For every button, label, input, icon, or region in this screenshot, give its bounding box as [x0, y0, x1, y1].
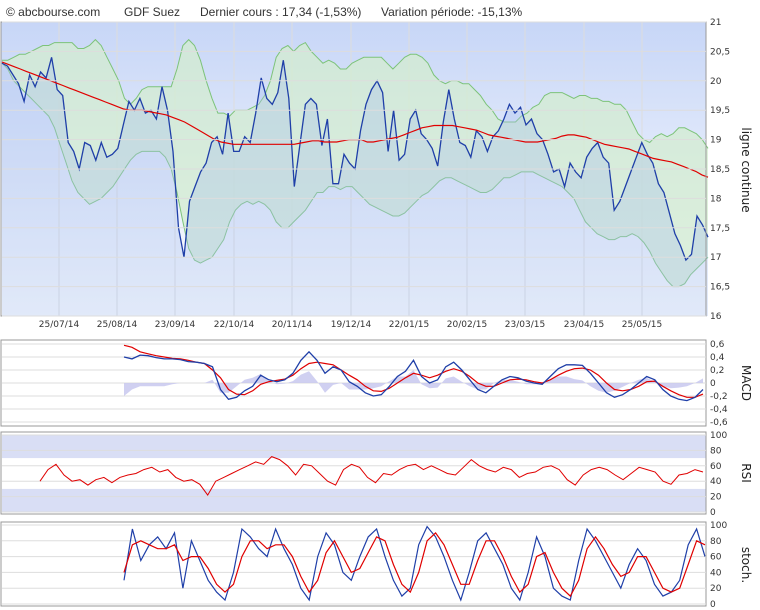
y-tick-label: 18: [710, 194, 722, 204]
x-tick-label: 20/02/15: [447, 320, 487, 330]
bollinger-lower-line: [1, 62, 709, 288]
y-tick-label: -0,2: [710, 392, 728, 402]
y-tick-label: 16: [710, 312, 722, 322]
y-tick-label: 18,5: [710, 165, 730, 175]
x-tick-label: 20/11/14: [272, 320, 313, 330]
period-variation-label: Variation période: -15,13%: [381, 5, 523, 19]
y-axis-label: RSI: [739, 463, 753, 483]
last-price-label: Dernier cours : 17,34 (-1,53%): [200, 5, 362, 19]
stochastic-panel: 100 80 60 40 20 0 stoch.: [0, 521, 753, 610]
panel-frame: [0, 431, 707, 515]
y-tick-label: 0,6: [710, 340, 725, 350]
bollinger-upper-line: [2, 38, 709, 149]
y-tick-label: 60: [710, 462, 722, 472]
macd-histogram: [124, 370, 703, 396]
y-tick-label: 19,5: [710, 106, 730, 116]
y-tick-label: 40: [710, 568, 722, 578]
y-tick-label: 0: [710, 379, 716, 389]
y-tick-label: 16,5: [710, 283, 730, 293]
macd-signal-line: [123, 344, 704, 398]
y-tick-label: 0: [710, 508, 716, 518]
x-tick-label: 25/07/14: [39, 320, 80, 330]
x-tick-label: 25/08/14: [97, 320, 138, 330]
y-tick-label: 100: [710, 431, 727, 441]
y-tick-label: 60: [710, 553, 722, 563]
stock-name: GDF Suez: [124, 5, 181, 19]
y-tick-label: 100: [710, 521, 727, 531]
x-tick-label: 23/04/15: [564, 320, 604, 330]
y-tick-label: 0,2: [710, 366, 724, 376]
macd-line: [123, 350, 704, 402]
y-tick-label: 20: [710, 493, 722, 503]
chart-header: © abcbourse.com GDF Suez Dernier cours :…: [0, 0, 760, 24]
price-area-fill: [2, 57, 708, 317]
stochastic-k-line: [123, 525, 706, 602]
x-tick-label: 22/10/14: [214, 320, 255, 330]
y-axis-label: MACD: [739, 365, 753, 401]
y-tick-label: 17,5: [710, 224, 730, 234]
bollinger-band: [2, 39, 708, 287]
y-tick-label: 20,5: [710, 47, 730, 57]
x-tick-label: 23/03/15: [505, 320, 545, 330]
y-tick-label: 21: [710, 18, 721, 28]
x-tick-label: 25/05/15: [622, 320, 662, 330]
y-tick-label: 0,4: [710, 353, 725, 363]
x-tick-label: 23/09/14: [155, 320, 196, 330]
panel-frame: [0, 521, 707, 607]
y-axis-label: ligne continue: [739, 127, 753, 212]
stochastic-d-line: [123, 531, 706, 598]
y-tick-label: 19: [710, 136, 722, 146]
y-axis-label: stoch.: [739, 547, 753, 583]
y-tick-label: 40: [710, 477, 722, 487]
rsi-overbought-band: [2, 435, 706, 459]
y-tick-label: 80: [710, 537, 722, 547]
x-tick-label: 22/01/15: [389, 320, 429, 330]
y-tick-label: 20: [710, 77, 722, 87]
y-tick-label: 80: [710, 446, 722, 456]
rsi-line: [39, 456, 704, 497]
y-tick-label: 0: [710, 600, 716, 610]
x-tick-label: 19/12/14: [331, 320, 372, 330]
y-tick-label: 17: [710, 253, 721, 263]
rsi-oversold-band: [2, 488, 706, 512]
y-tick-label: 20: [710, 584, 722, 594]
y-tick-label: -0,6: [710, 418, 728, 428]
rsi-panel: 100 80 60 40 20 0 RSI: [0, 431, 753, 518]
macd-panel: 0,6 0,4 0,2 0 -0,2 -0,4 -0,6 MACD: [0, 339, 753, 428]
price-panel: 25/07/14 25/08/14 23/09/14 22/10/14 20/11/14…: [0, 18, 753, 330]
y-tick-label: -0,4: [710, 405, 728, 415]
source-label: © abcbourse.com: [6, 5, 101, 19]
